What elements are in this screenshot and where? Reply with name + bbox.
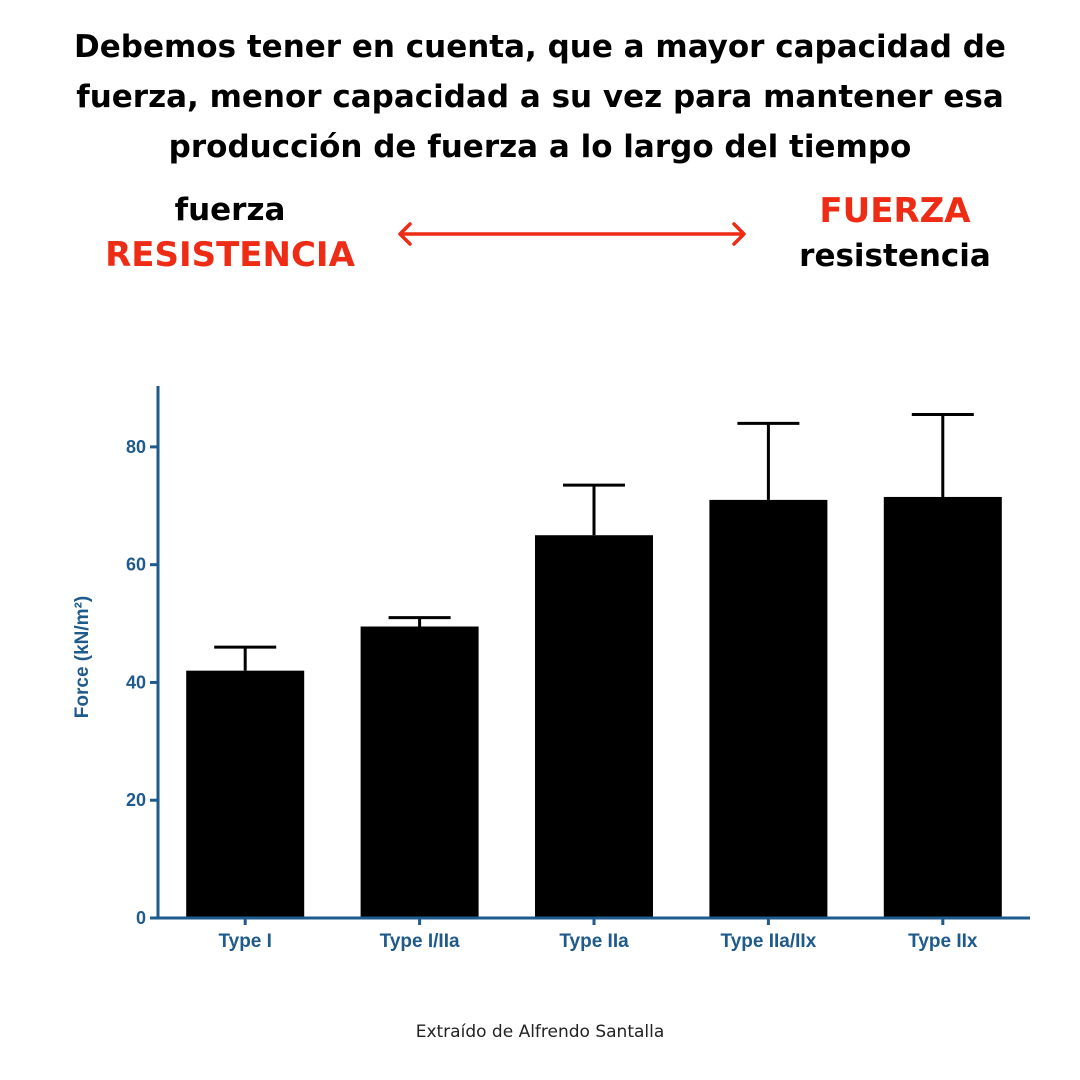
left-label-group: fuerza RESISTENCIA [60, 188, 400, 278]
y-axis-label: Force (kN/m²) [72, 596, 93, 718]
y-tick-label-2: 20 [126, 790, 146, 810]
y-tick-label-1: 0 [136, 908, 146, 928]
double-arrow-icon [398, 222, 746, 246]
x-tick-label-3: Type IIa [559, 931, 629, 952]
right-label-group: FUERZA resistencia [760, 188, 1030, 278]
source-credit: Extraído de Alfrendo Santalla [415, 1022, 665, 1042]
bar-5 [883, 496, 1002, 918]
left-label-small: fuerza [174, 192, 286, 228]
right-label-big: FUERZA [819, 191, 971, 231]
x-tick-label-2: Type I/IIa [380, 931, 460, 952]
force-bar-chart: Type I Type I/IIa Type IIa Type IIa/IIx Type… [72, 386, 1030, 952]
y-tick-label-4: 60 [126, 555, 146, 575]
right-label-small: resistencia [799, 238, 991, 274]
x-tick-label-4: Type IIa/IIx [721, 931, 817, 952]
y-tick-label-3: 40 [126, 672, 146, 692]
x-tick-label-1: Type I [218, 931, 272, 952]
y-tick-label-5: 80 [126, 437, 146, 457]
bar-3 [535, 535, 653, 918]
x-tick-label-5: Type IIx [908, 931, 978, 952]
bar-2 [360, 626, 479, 918]
bar-1 [186, 670, 305, 918]
headline: Debemos tener en cuenta, que a mayor cap… [74, 29, 1006, 165]
left-label-big: RESISTENCIA [105, 235, 355, 275]
bar-4 [709, 499, 828, 918]
